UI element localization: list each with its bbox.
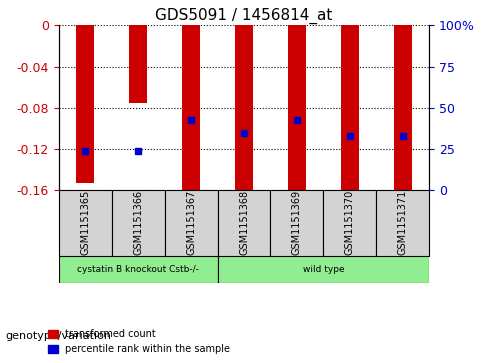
Text: GSM1151365: GSM1151365 — [80, 190, 90, 256]
Bar — [235, 25, 253, 190]
Title: GDS5091 / 1456814_at: GDS5091 / 1456814_at — [155, 8, 333, 24]
Legend: transformed count, percentile rank within the sample: transformed count, percentile rank withi… — [44, 326, 234, 358]
Bar — [341, 25, 359, 190]
Text: wild type: wild type — [303, 265, 345, 274]
Bar — [288, 25, 306, 190]
Text: GSM1151368: GSM1151368 — [239, 190, 249, 256]
FancyBboxPatch shape — [218, 190, 270, 256]
Bar — [182, 25, 200, 190]
FancyBboxPatch shape — [59, 256, 218, 283]
FancyBboxPatch shape — [112, 190, 164, 256]
Bar — [76, 25, 94, 183]
FancyBboxPatch shape — [376, 190, 429, 256]
Text: GSM1151366: GSM1151366 — [133, 190, 143, 256]
FancyBboxPatch shape — [164, 190, 218, 256]
Bar — [129, 25, 147, 102]
Text: cystatin B knockout Cstb-/-: cystatin B knockout Cstb-/- — [77, 265, 199, 274]
FancyBboxPatch shape — [218, 256, 429, 283]
FancyBboxPatch shape — [59, 190, 112, 256]
Text: GSM1151367: GSM1151367 — [186, 190, 196, 256]
Bar — [394, 25, 412, 190]
Text: GSM1151371: GSM1151371 — [398, 190, 408, 256]
Text: GSM1151369: GSM1151369 — [292, 190, 302, 256]
FancyBboxPatch shape — [324, 190, 376, 256]
FancyBboxPatch shape — [270, 190, 324, 256]
Text: GSM1151370: GSM1151370 — [345, 190, 355, 256]
Text: genotype/variation: genotype/variation — [5, 331, 111, 341]
